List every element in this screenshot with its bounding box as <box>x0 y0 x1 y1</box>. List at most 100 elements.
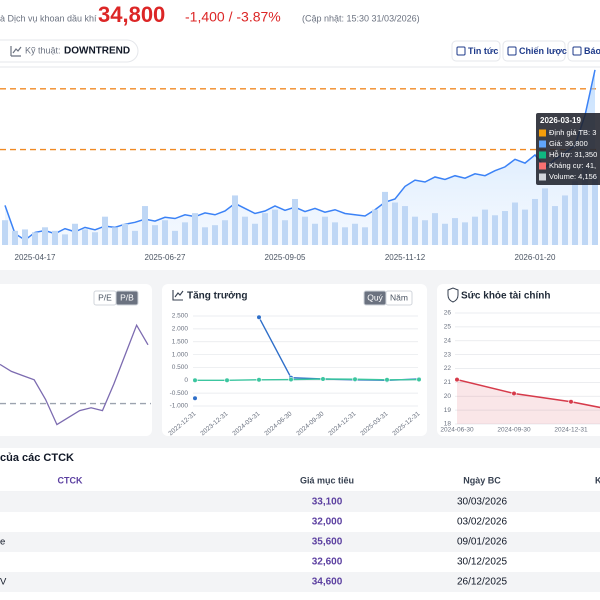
x-tick-label: 2026-01-20 <box>515 253 556 262</box>
volume-bar <box>172 230 178 245</box>
x-tick-label: 2024-12-31 <box>554 427 588 434</box>
volume-bar <box>222 220 228 245</box>
y-tick-label: 1.000 <box>172 351 189 358</box>
y-tick-label: 26 <box>444 310 452 317</box>
price-change: -1,400 / -3.87% <box>185 9 281 25</box>
volume-bar <box>282 220 288 245</box>
tooltip-date: 2026-03-19 <box>540 116 581 125</box>
volume-bar <box>402 206 408 245</box>
button-label: Chiến lược <box>519 46 567 56</box>
volume-bar <box>522 209 528 245</box>
point <box>416 376 422 383</box>
tooltip-swatch <box>539 129 546 137</box>
volume-bar <box>102 216 108 245</box>
chart <box>192 314 422 407</box>
volume-bar <box>182 222 188 245</box>
volume-bar <box>512 202 518 245</box>
price: 34,800 <box>98 2 165 27</box>
y-tick-label: 20 <box>444 393 452 400</box>
volume-bar <box>352 223 358 245</box>
point <box>288 376 294 383</box>
y-tick-label: 21 <box>444 379 452 386</box>
volume-bar <box>252 223 258 245</box>
volume-bar <box>582 167 588 245</box>
volume-bar <box>202 227 208 245</box>
x-tick-label: 2025-11-12 <box>385 253 426 262</box>
trend-icon <box>10 46 22 57</box>
y-tick-label: 0.500 <box>172 364 189 371</box>
volume-bar <box>412 216 418 245</box>
y-tick-label: 19 <box>444 407 452 414</box>
tab[interactable] <box>115 290 139 306</box>
volume-bar <box>122 223 128 245</box>
y-tick-label: 25 <box>444 324 452 331</box>
column-header: Giá mục tiêu <box>300 475 354 485</box>
x-tick-label: 2025-06-27 <box>145 253 186 262</box>
x-tick-label: 2025-04-17 <box>15 253 56 262</box>
volume-bar <box>42 227 48 245</box>
tooltip-line: Kháng cự: 41, <box>549 161 596 170</box>
volume-bar <box>562 195 568 245</box>
tooltip-swatch <box>539 151 546 159</box>
volume-bar <box>542 188 548 245</box>
volume-bar <box>82 229 88 245</box>
volume-bar <box>152 225 158 245</box>
point <box>511 390 517 397</box>
volume-bar <box>572 181 578 245</box>
volume-bar <box>302 216 308 245</box>
volume-bar <box>32 232 38 245</box>
report-date: 03/02/2026 <box>457 517 507 528</box>
header-bar <box>0 0 600 34</box>
report-date: 26/12/2025 <box>457 577 507 588</box>
volume-bar <box>132 230 138 245</box>
volume-bar <box>212 225 218 245</box>
volume-bar <box>422 220 428 245</box>
x-tick-label: 2025-09-05 <box>265 253 306 262</box>
report-date: 30/03/2026 <box>457 497 507 508</box>
growth-icon <box>172 290 184 301</box>
y-tick-label: 1.500 <box>172 338 189 345</box>
column-header: Ngày BC <box>463 475 501 485</box>
tooltip-line: Volume: 4,156 <box>549 172 597 181</box>
point <box>352 376 358 382</box>
volume-bar <box>112 227 118 245</box>
toolbar-button[interactable] <box>502 40 566 62</box>
point <box>320 376 326 382</box>
target-price: 32,600 <box>312 557 343 568</box>
button-icon <box>456 46 466 56</box>
tab[interactable] <box>385 290 413 306</box>
tooltip <box>536 113 600 185</box>
update-time: (Cập nhật: 15:30 31/03/2026) <box>302 13 420 23</box>
volume-bar <box>92 232 98 245</box>
toolbar-button[interactable] <box>451 40 501 62</box>
broker: e <box>0 537 5 548</box>
row-bg <box>0 532 600 552</box>
y-tick-label: 2.500 <box>172 313 189 320</box>
point <box>454 377 460 383</box>
volume-bar <box>2 220 8 245</box>
button-label: Tin tức <box>468 46 498 56</box>
volume-bar <box>552 206 558 245</box>
health-title: Sức khỏe tài chính <box>461 291 550 302</box>
volume-bar <box>502 211 508 245</box>
toolbar-button[interactable] <box>567 40 600 62</box>
y-tick-label: 2.000 <box>172 326 189 333</box>
target-price: 32,000 <box>312 517 343 528</box>
valuation-card <box>0 284 152 436</box>
health-icon <box>447 287 459 303</box>
volume-bar <box>372 209 378 245</box>
x-tick-label: 2024-09-30 <box>497 427 531 434</box>
tab-label: Năm <box>390 292 408 302</box>
point <box>256 377 262 383</box>
y-tick-label: 22 <box>444 365 452 372</box>
y-tick-label: -1.000 <box>170 403 189 410</box>
growth-title: Tăng trưởng <box>187 291 247 302</box>
point <box>256 314 262 320</box>
tooltip-swatch <box>539 140 546 148</box>
tooltip-swatch <box>539 173 546 181</box>
table-title: của các CTCK <box>0 452 74 464</box>
volume-bar <box>472 216 478 245</box>
column-header: K <box>595 475 600 485</box>
point <box>192 395 198 401</box>
